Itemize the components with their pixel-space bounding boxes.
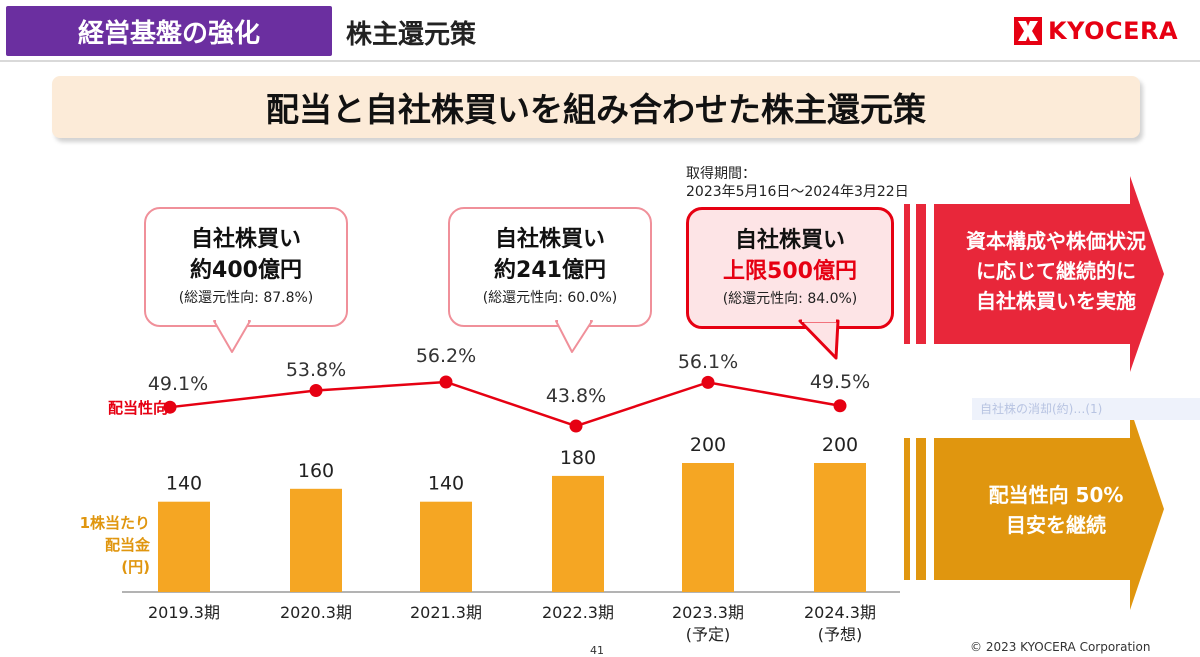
buyback-amount: 約400億円 (190, 258, 302, 283)
dividend-arrow-line: 目安を継続 (1006, 513, 1106, 537)
dividend-value-label: 200 (690, 434, 726, 456)
payout-ratio-label: 43.8% (546, 385, 606, 407)
dividend-chart: 140 160 140 180 200 200 2019.3期 2020.3期 2021.3期 2… (80, 345, 900, 644)
payout-axis-label: 配当性向 (108, 399, 168, 417)
dividend-arrow-text: 配当性向 50% 目安を継続 (936, 480, 1176, 540)
payout-ratio-point (833, 399, 847, 413)
payout-ratio-line (169, 380, 841, 428)
buyback-callout: 自社株買い約241億円 (総還元性向: 60.0%) (448, 207, 652, 327)
buyback-arrow-text: 資本構成や株価状況 に応じて継続的に 自社株買いを実施 (936, 226, 1176, 316)
payout-ratio-point (701, 375, 715, 389)
payout-ratio-label: 49.1% (148, 373, 208, 395)
dividend-bar (158, 501, 210, 592)
category-label: 2020.3期 (280, 603, 352, 622)
category-label: (予想) (818, 625, 863, 644)
payout-ratio-point (569, 419, 583, 433)
buyback-title: 自社株買い (734, 228, 845, 253)
buyback-ratio: (総還元性向: 84.0%) (722, 291, 858, 307)
buyback-arrow-line: に応じて継続的に (976, 259, 1136, 283)
category-label: 2019.3期 (148, 603, 220, 622)
page-number: 41 (590, 644, 604, 657)
dividend-axis-label: 1株当たり (80, 514, 150, 532)
dividend-bar (682, 463, 734, 592)
dividend-value-label: 140 (428, 473, 464, 495)
buyback-callout: 自社株買い上限500億円 (総還元性向: 84.0%) (686, 207, 894, 329)
acquisition-period: 取得期間： 2023年5月16日～2024年3月22日 (686, 165, 909, 201)
dividend-axis-label: 配当金 (105, 536, 151, 554)
kyocera-logo-icon (1014, 17, 1042, 45)
category-label: 2023.3期 (672, 603, 744, 622)
category-label: 2024.3期 (804, 603, 876, 622)
header-divider (0, 60, 1200, 62)
payout-ratio-label: 49.5% (810, 371, 870, 393)
buyback-amount: 約241億円 (494, 258, 606, 283)
copyright: © 2023 KYOCERA Corporation (970, 640, 1151, 654)
section-tag: 経営基盤の強化 (6, 6, 332, 56)
dividend-value-label: 180 (560, 447, 596, 469)
category-label: (予定) (686, 625, 731, 644)
kyocera-logo: KYOCERA (1014, 14, 1178, 48)
headline-banner: 配当と自社株買いを組み合わせた株主還元策 (52, 76, 1140, 138)
dividend-bar (290, 488, 342, 592)
payout-ratio-point (439, 375, 453, 389)
dividend-arrow (904, 408, 1164, 610)
faint-overlay-label: 自社株の消却(約)…(1) (972, 398, 1200, 420)
buyback-amount: 上限500億円 (723, 259, 857, 284)
dividend-bar (814, 463, 866, 592)
payout-ratio-label: 56.2% (416, 345, 476, 367)
buyback-arrow-line: 資本構成や株価状況 (966, 229, 1146, 253)
category-label: 2021.3期 (410, 603, 482, 622)
acquisition-period-value: 2023年5月16日～2024年3月22日 (686, 184, 909, 200)
logo-text: KYOCERA (1048, 17, 1179, 45)
dividend-value-label: 140 (166, 473, 202, 495)
acquisition-period-label: 取得期間： (686, 166, 756, 182)
buyback-title: 自社株買い (190, 227, 301, 252)
payout-ratio-label: 56.1% (678, 351, 738, 373)
dividend-value-label: 160 (298, 460, 334, 482)
dividend-axis-label: (円) (121, 558, 150, 576)
payout-ratio-point (163, 400, 177, 414)
payout-ratio-point (309, 384, 323, 398)
category-label: 2022.3期 (542, 603, 614, 622)
buyback-ratio: (総還元性向: 60.0%) (482, 290, 618, 306)
payout-ratio-label: 53.8% (286, 359, 346, 381)
buyback-callout: 自社株買い約400億円 (総還元性向: 87.8%) (144, 207, 348, 327)
dividend-value-label: 200 (822, 434, 858, 456)
buyback-arrow-line: 自社株買いを実施 (976, 289, 1136, 313)
page-subtitle: 株主還元策 (346, 19, 477, 50)
buyback-title: 自社株買い (494, 227, 605, 252)
buyback-arrow (904, 176, 1164, 372)
dividend-bar (552, 475, 604, 592)
buyback-ratio: (総還元性向: 87.8%) (178, 290, 314, 306)
dividend-arrow-line: 配当性向 50% (988, 483, 1124, 507)
dividend-bar (420, 501, 472, 592)
